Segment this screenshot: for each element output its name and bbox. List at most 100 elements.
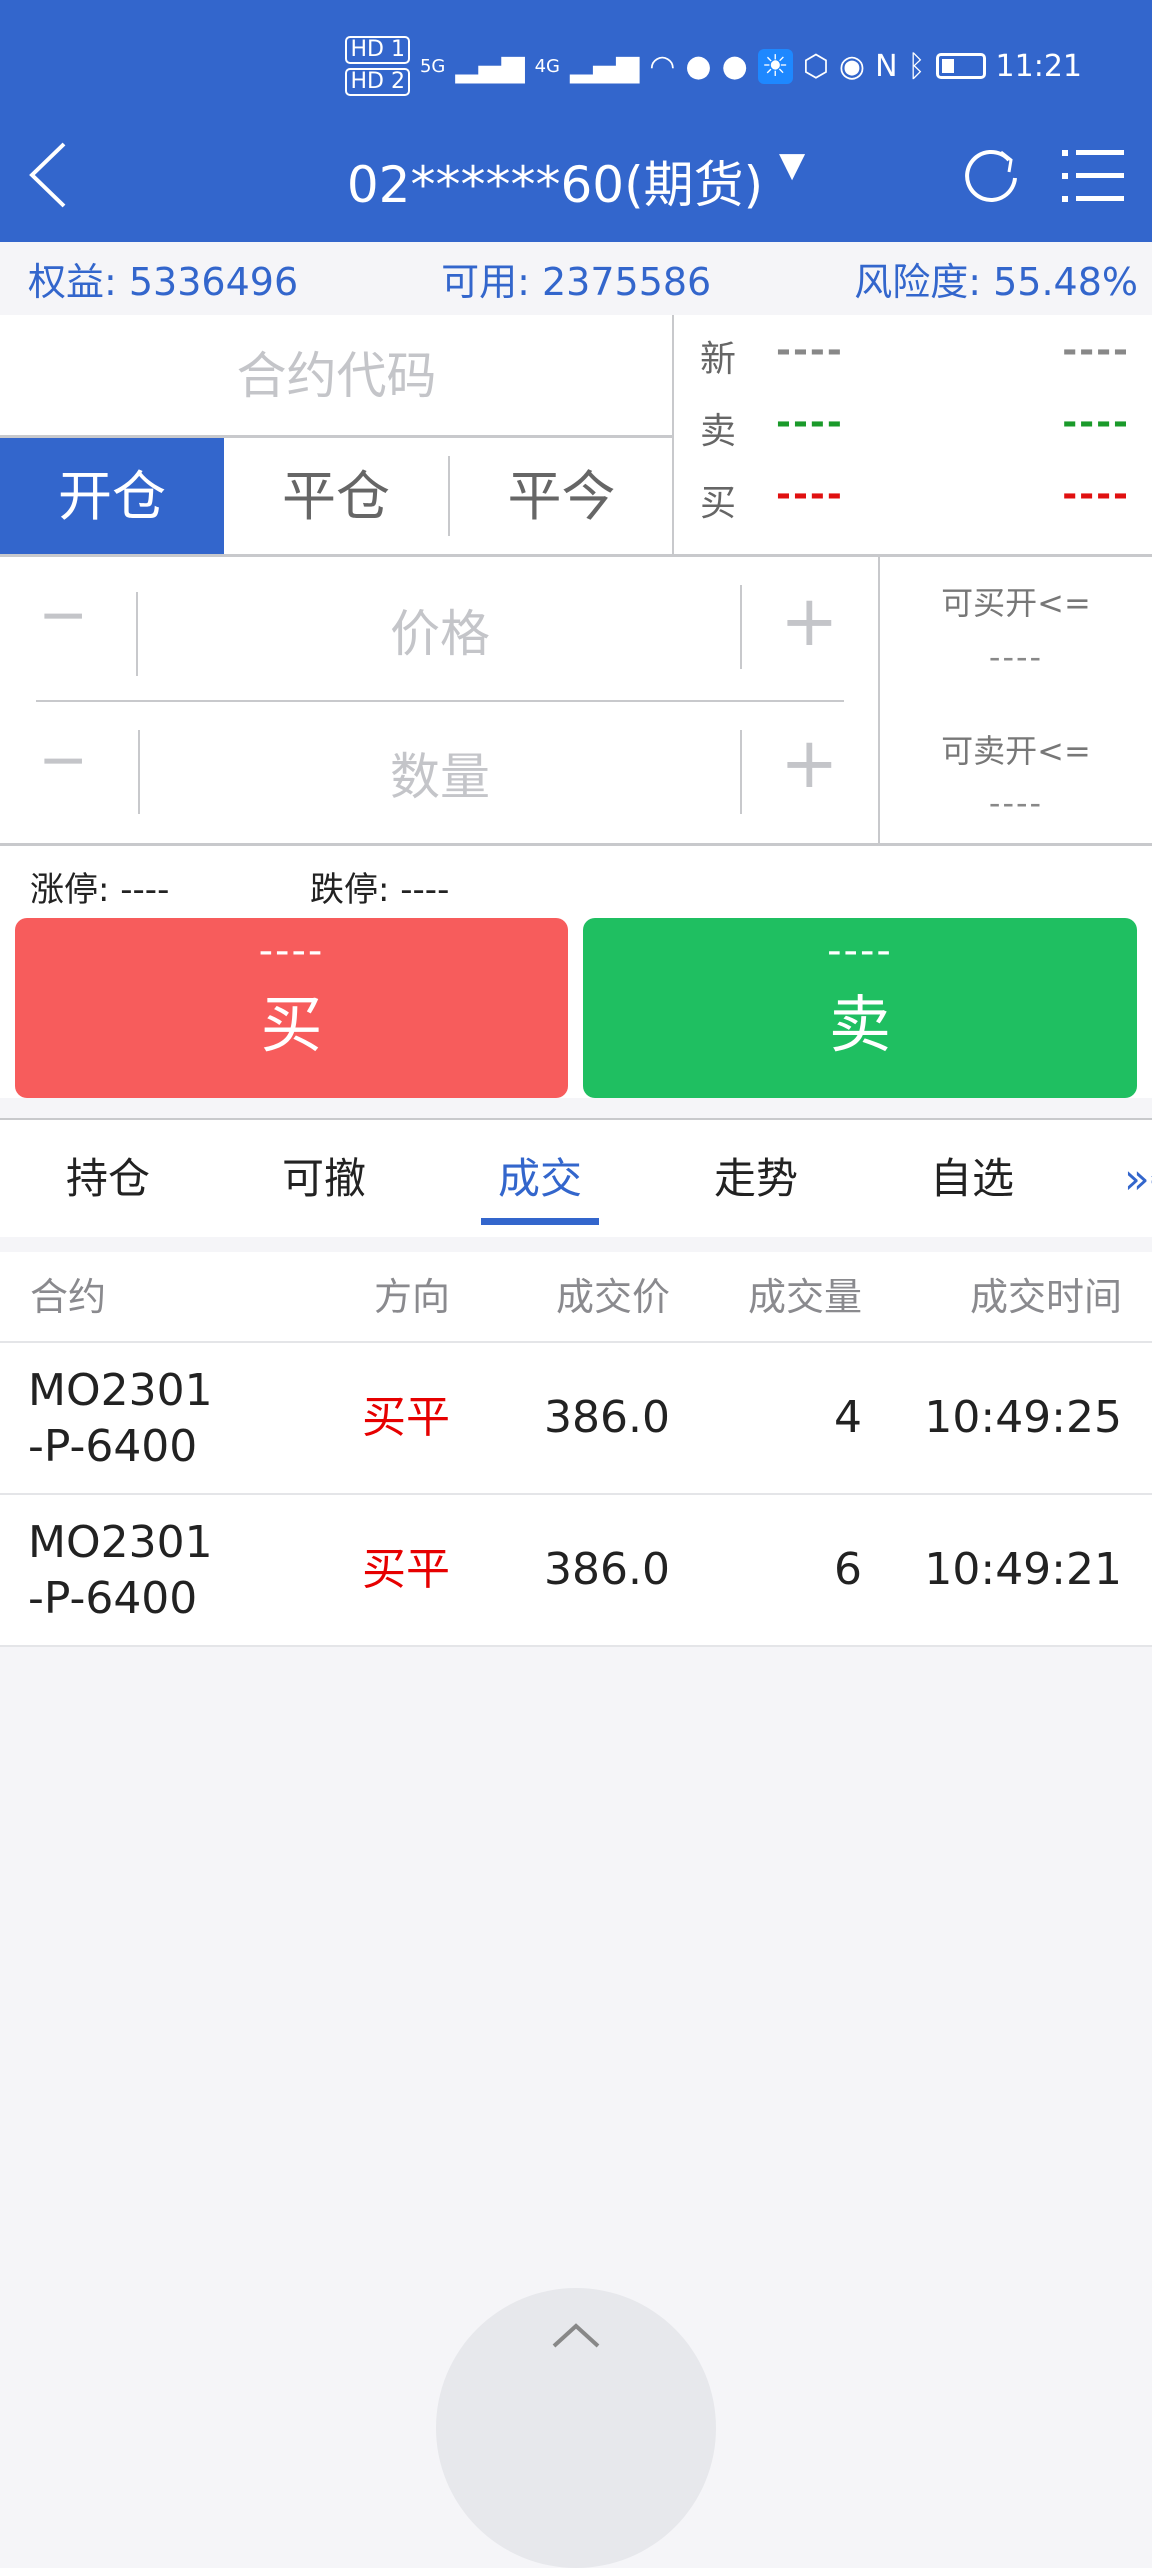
divider xyxy=(0,1341,1152,1343)
divider xyxy=(740,585,742,669)
divider xyxy=(0,435,673,438)
net2-label: 4G xyxy=(534,55,560,77)
direction-cell: 买平 xyxy=(362,1544,450,1595)
active-tab-indicator xyxy=(481,1218,599,1225)
trades-table xyxy=(0,1252,1152,1646)
qty-cell: 4 xyxy=(834,1392,862,1443)
signal-icon: ▂▄▆ xyxy=(570,48,640,84)
table-header: 合约 方向 成交价 成交量 成交时间 xyxy=(0,1252,1152,1343)
column-header[interactable]: 成交时间 xyxy=(969,1275,1122,1319)
contract-cell: MO2301 -P-6400 xyxy=(28,1363,213,1475)
tab-more[interactable]: »委 xyxy=(1124,1154,1152,1203)
account-summary: 权益: 5336496 可用: 2375586 风险度: 55.48% xyxy=(0,242,1152,315)
price-input[interactable]: 价格 xyxy=(390,605,490,663)
divider xyxy=(878,557,880,845)
net1-label: 5G xyxy=(419,55,446,77)
contract-code-input[interactable]: 合约代码 xyxy=(236,347,437,405)
mode-open[interactable]: 开仓 xyxy=(0,438,224,556)
divider xyxy=(672,315,674,556)
tab-item[interactable]: 持仓 xyxy=(65,1154,150,1203)
back-button[interactable] xyxy=(26,140,76,210)
qty-plus-button[interactable]: + xyxy=(780,722,839,804)
contract-line1: MO2301 xyxy=(28,1517,213,1568)
column-header[interactable]: 成交价 xyxy=(555,1275,670,1319)
signal-icon: ▂▄▆ xyxy=(455,48,525,84)
menu-icon xyxy=(1062,150,1124,202)
can-buy-label: 可买开<= xyxy=(941,584,1091,622)
quote-right: ---- xyxy=(1062,474,1130,515)
divider xyxy=(0,843,1152,846)
chevron-up-icon xyxy=(552,2323,600,2348)
refresh-icon xyxy=(965,149,1017,202)
mode-close[interactable]: 平仓 xyxy=(282,465,390,528)
tab-item[interactable]: 成交 xyxy=(497,1154,582,1203)
hand-icon: ⬡ xyxy=(802,48,829,84)
status-bar: HD 1 HD 2 5G ▂▄▆ 4G ▂▄▆ ◠ ● ● ☀ ⬡ ◉ N ᛒ … xyxy=(345,36,1082,96)
risk-level: 风险度: 55.48% xyxy=(854,260,1138,304)
divider xyxy=(136,592,138,676)
divider xyxy=(0,1118,1152,1120)
bottom-tabs: 持仓 可撤 成交 走势 自选 »委 xyxy=(0,1120,1152,1237)
quote-label: 新 xyxy=(700,339,737,380)
buy-button[interactable]: ---- 买 xyxy=(15,918,568,1098)
menu-button[interactable] xyxy=(1062,148,1124,208)
quote-label: 卖 xyxy=(700,411,737,452)
quote-label: 买 xyxy=(700,483,737,524)
nfc-icon: N xyxy=(875,48,898,84)
tab-item[interactable]: 自选 xyxy=(929,1154,1014,1203)
refresh-button[interactable] xyxy=(965,148,1021,208)
contract-cell: MO2301 -P-6400 xyxy=(28,1515,213,1627)
sell-price: ---- xyxy=(827,928,893,974)
time-cell: 10:49:25 xyxy=(924,1392,1122,1443)
app-header: HD 1 HD 2 5G ▂▄▆ 4G ▂▄▆ ◠ ● ● ☀ ⬡ ◉ N ᛒ … xyxy=(0,0,1152,242)
column-header[interactable]: 合约 xyxy=(30,1275,107,1319)
message-icon: ● xyxy=(721,48,748,84)
quote-right: ---- xyxy=(1062,402,1130,443)
expand-panel-button[interactable] xyxy=(436,2288,716,2568)
divider xyxy=(138,730,140,814)
wechat-icon: ● xyxy=(685,48,712,84)
limit-up: 涨停: ---- xyxy=(30,870,170,910)
contract-line2: -P-6400 xyxy=(28,1421,198,1472)
buy-price: ---- xyxy=(258,928,325,974)
column-header[interactable]: 方向 xyxy=(373,1275,450,1319)
time-cell: 10:49:21 xyxy=(924,1544,1122,1595)
clock: 11:21 xyxy=(995,48,1082,84)
sim1-icon: HD 1 xyxy=(345,36,410,64)
eye-icon: ◉ xyxy=(838,48,866,84)
mode-close-today[interactable]: 平今 xyxy=(507,465,616,528)
table-row[interactable]: MO2301 -P-6400 买平 386.0 6 10:49:21 xyxy=(0,1495,1152,1647)
available: 可用: 2375586 xyxy=(441,260,712,304)
wifi-icon: ◠ xyxy=(649,48,676,84)
price-cell: 386.0 xyxy=(544,1544,670,1595)
price-plus-button[interactable]: + xyxy=(780,580,839,662)
sim2-icon: HD 2 xyxy=(345,68,410,96)
tab-item[interactable]: 走势 xyxy=(713,1154,798,1203)
divider xyxy=(448,456,450,536)
quote-left: ---- xyxy=(776,402,844,443)
quote-row: 新 ---- ---- xyxy=(700,330,1130,390)
table-row[interactable]: MO2301 -P-6400 买平 386.0 4 10:49:25 xyxy=(0,1343,1152,1495)
quote-left: ---- xyxy=(776,474,844,515)
quote-row: 买 ---- ---- xyxy=(700,474,1130,534)
qty-input[interactable]: 数量 xyxy=(390,748,490,806)
direction-cell: 买平 xyxy=(362,1392,450,1443)
price-cell: 386.0 xyxy=(544,1392,670,1443)
equity: 权益: 5336496 xyxy=(28,260,299,304)
contract-line1: MO2301 xyxy=(28,1365,213,1416)
bluetooth-icon: ᛒ xyxy=(907,48,926,84)
quote-left: ---- xyxy=(776,330,844,371)
divider xyxy=(36,700,844,702)
column-header[interactable]: 成交量 xyxy=(747,1275,862,1319)
tab-item[interactable]: 可撤 xyxy=(281,1154,366,1203)
qty-minus-button[interactable]: − xyxy=(38,725,89,795)
can-sell-value: ---- xyxy=(988,784,1044,822)
dropdown-icon: ▼ xyxy=(779,145,806,185)
contract-line2: -P-6400 xyxy=(28,1573,198,1624)
sell-button[interactable]: ---- 卖 xyxy=(583,918,1137,1098)
can-sell-label: 可卖开<= xyxy=(941,732,1091,770)
price-minus-button[interactable]: − xyxy=(38,580,89,650)
qty-cell: 6 xyxy=(834,1544,862,1595)
account-selector[interactable]: 02******60(期货) ▼ xyxy=(0,145,1152,217)
divider xyxy=(0,554,1152,557)
